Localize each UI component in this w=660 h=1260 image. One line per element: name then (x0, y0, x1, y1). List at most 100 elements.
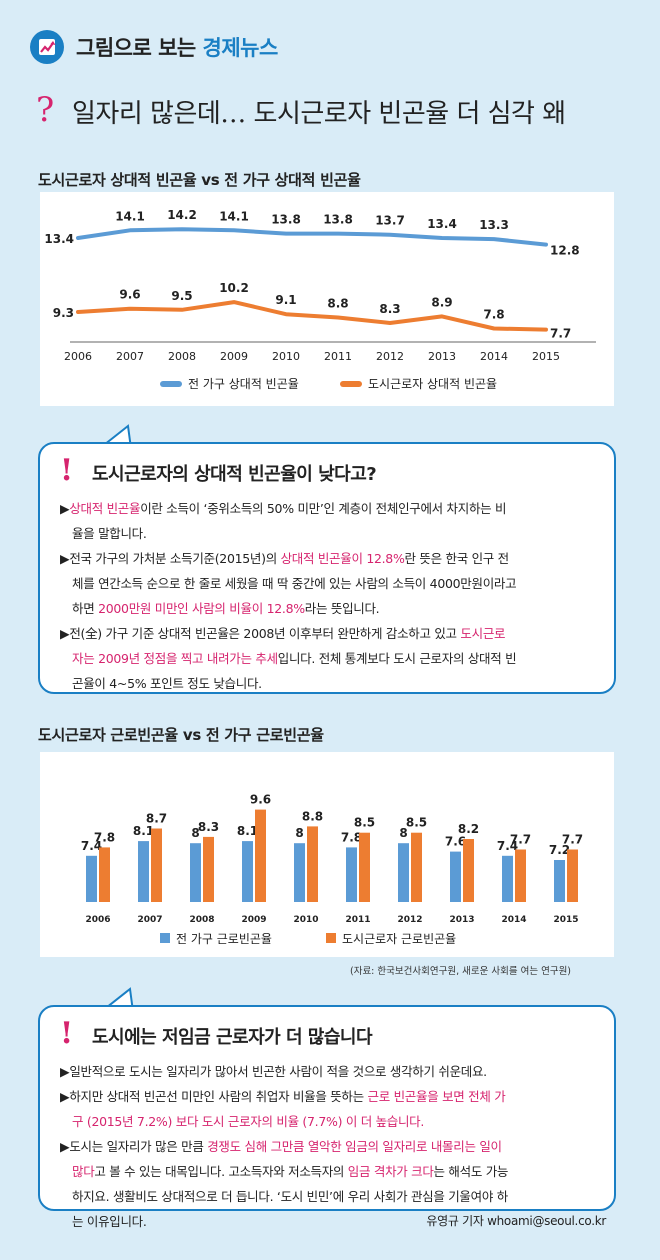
data-label: 8.8 (327, 297, 348, 311)
data-label: 8.5 (354, 816, 375, 830)
data-label: 8.5 (406, 816, 427, 830)
data-label: 13.7 (375, 214, 405, 228)
bar-1 (502, 855, 513, 902)
legend-swatch (326, 933, 336, 943)
x-tick-label: 2010 (293, 915, 318, 925)
paragraph-2: ▶하지만 상대적 빈곤선 미만인 사람의 취업자 비율을 뜻하는 근로 빈곤율을… (60, 1089, 506, 1104)
bar-chart: 7.47.820068.18.7200788.320088.19.6200988… (81, 793, 583, 946)
x-tick-label: 2006 (64, 350, 92, 363)
data-label: 7.4 (497, 839, 518, 853)
series-line-1 (76, 227, 548, 247)
data-label: 8 (191, 826, 199, 840)
exclamation-icon: ! (60, 453, 74, 488)
line-chart-panel: 13.4 14.1 14.2 14.1 13.8 13.8 13.7 13.4 13.3 12.8… (40, 192, 614, 406)
data-label: 7.7 (562, 833, 583, 847)
data-label: 7.8 (94, 830, 115, 844)
x-tick-label: 2011 (324, 350, 352, 363)
data-label: 7.7 (550, 327, 571, 341)
bar-chart-title: 도시근로자 근로빈곤율 vs 전 가구 근로빈곤율 (38, 726, 324, 744)
bar-1 (294, 843, 305, 902)
legend-label: 도시근로자 근로빈곤율 (342, 932, 456, 946)
x-tick-label: 2013 (428, 350, 456, 363)
data-label: 7.2 (549, 843, 570, 857)
data-label: 8.9 (431, 295, 452, 309)
data-label: 8.1 (237, 824, 258, 838)
data-label: 13.8 (323, 213, 353, 227)
bar-1 (450, 851, 461, 902)
callout-body: ▶일반적으로 도시는 일자리가 많아서 빈곤한 사람이 적을 것으로 생각하기 … (60, 1059, 606, 1234)
data-label: 8.8 (302, 809, 323, 823)
bar-2 (411, 832, 422, 902)
bar-1 (86, 855, 97, 902)
data-label: 13.4 (427, 217, 457, 231)
data-label: 14.1 (219, 209, 249, 223)
legend-label: 전 가구 근로빈곤율 (176, 932, 272, 946)
bar-2 (515, 849, 526, 902)
callout-box-poverty-rate: ! 도시근로자의 상대적 빈곤율이 낮다고? ▶상대적 빈곤율이란 소득이 ‘중… (38, 442, 616, 694)
data-label: 8.3 (379, 302, 400, 316)
data-label: 9.6 (250, 793, 271, 807)
x-tick-label: 2008 (168, 350, 196, 363)
x-tick-label: 2008 (189, 915, 214, 925)
section-header: 그림으로 보는 경제뉴스 (76, 36, 278, 60)
data-label: 14.2 (167, 208, 197, 222)
series-line-2 (76, 300, 548, 332)
paragraph-1: ▶일반적으로 도시는 일자리가 많아서 빈곤한 사람이 적을 것으로 생각하기 … (60, 1064, 487, 1079)
paragraph-3: ▶전(全) 가구 기준 상대적 빈곤율은 2008년 이후부터 완만하게 감소하… (60, 626, 506, 641)
bar-2 (255, 809, 266, 902)
data-label: 8 (399, 826, 407, 840)
bar-1 (190, 843, 201, 902)
bar-2 (203, 836, 214, 902)
line-chart-title: 도시근로자 상대적 빈곤율 vs 전 가구 상대적 빈곤율 (38, 171, 361, 189)
callout-box-low-wage: ! 도시에는 저임금 근로자가 더 많습니다 ▶일반적으로 도시는 일자리가 많… (38, 1005, 616, 1229)
data-label: 9.5 (171, 289, 192, 303)
bar-2 (463, 839, 474, 902)
data-label: 8 (295, 826, 303, 840)
data-label: 12.8 (550, 244, 580, 258)
data-label: 14.1 (115, 209, 145, 223)
bar-1 (138, 841, 149, 902)
callout-body: ▶상대적 빈곤율이란 소득이 ‘중위소득의 50% 미만’인 계층이 전체인구에… (60, 496, 606, 696)
paragraph-3: ▶도시는 일자리가 많은 만큼 경쟁도 심해 그만큼 열악한 임금의 일자리로 … (60, 1139, 502, 1154)
callout-title: 도시에는 저임금 근로자가 더 많습니다 (92, 1027, 373, 1048)
data-label: 7.8 (341, 830, 362, 844)
bar-1 (346, 847, 357, 902)
page-title: 일자리 많은데… 도시근로자 빈곤율 더 심각 왜 (72, 99, 566, 129)
data-label: 8.1 (133, 824, 154, 838)
x-tick-label: 2007 (116, 350, 144, 363)
data-label: 7.4 (81, 839, 102, 853)
legend-label: 전 가구 상대적 빈곤율 (188, 377, 299, 391)
data-label: 8.3 (198, 820, 219, 834)
data-label: 7.8 (483, 308, 504, 322)
x-tick-label: 2012 (376, 350, 404, 363)
data-label: 10.2 (219, 281, 249, 295)
bar-2 (307, 826, 318, 902)
bar-2 (99, 847, 110, 902)
data-label: 7.6 (445, 835, 466, 849)
x-tick-label: 2013 (449, 915, 474, 925)
bar-1 (242, 841, 253, 902)
data-label: 9.3 (53, 306, 74, 320)
data-label: 8.2 (458, 822, 479, 836)
source-note: (자료: 한국보건사회연구원, 새로운 사회를 여는 연구원) (350, 966, 572, 977)
x-tick-label: 2012 (397, 915, 422, 925)
x-tick-label: 2015 (532, 350, 560, 363)
bar-2 (359, 832, 370, 902)
x-tick-label: 2011 (345, 915, 370, 925)
bar-2 (151, 828, 162, 902)
legend-label: 도시근로자 상대적 빈곤율 (368, 377, 497, 391)
legend-swatch (340, 381, 362, 387)
exclamation-icon: ! (60, 1016, 74, 1051)
bar-1 (398, 843, 409, 902)
x-tick-label: 2009 (241, 915, 266, 925)
paragraph-2: ▶전국 가구의 가처분 소득기준(2015년)의 상대적 빈곤율이 12.8%란… (60, 551, 509, 566)
data-label: 7.7 (510, 833, 531, 847)
bar-1 (554, 860, 565, 902)
chart-growth-icon (30, 30, 64, 64)
bar-2 (567, 849, 578, 902)
data-label: 9.6 (119, 288, 140, 302)
paragraph-1: ▶상대적 빈곤율이란 소득이 ‘중위소득의 50% 미만’인 계층이 전체인구에… (60, 501, 507, 516)
bar-chart-panel: 7.4 7.8 2006 8.1 8.7 2007 8 8.3 2008 8.1 9.6 2009 8 8… (40, 752, 614, 957)
legend-swatch (160, 381, 182, 387)
x-tick-label: 2010 (272, 350, 300, 363)
